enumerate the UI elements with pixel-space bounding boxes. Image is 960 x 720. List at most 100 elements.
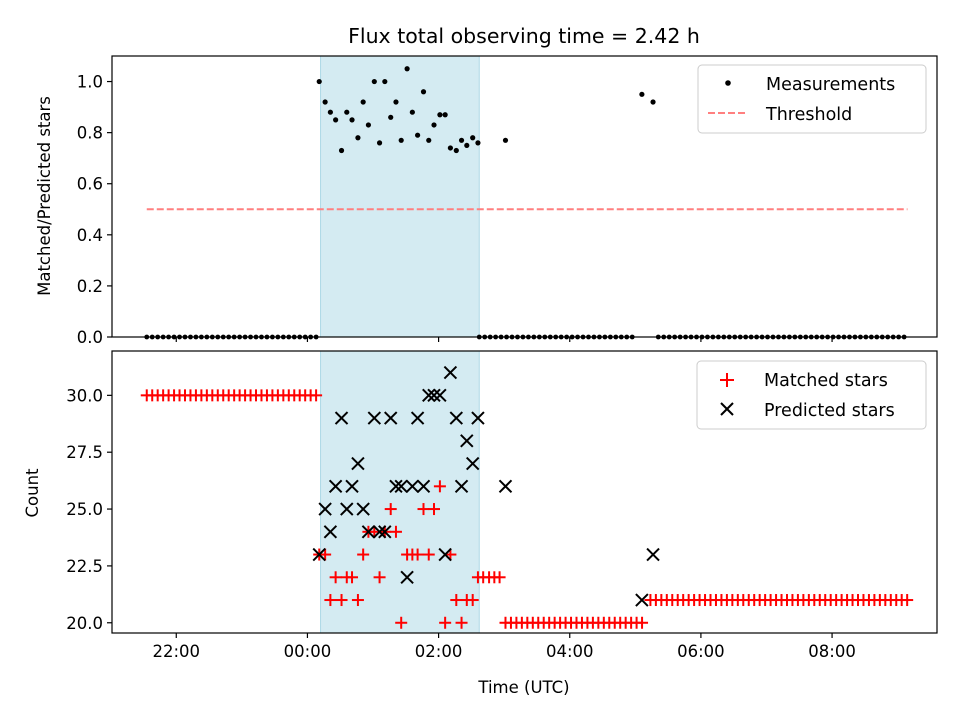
- bottom-x-ticks: 22:00 00:00 02:00 04:00 06:00 08:00: [152, 633, 856, 661]
- predicted-star-marker: [410, 411, 425, 425]
- bottom-xtick-label: 02:00: [415, 642, 463, 661]
- legend-measurements-label: Measurements: [766, 75, 895, 95]
- measurement-point: [360, 99, 366, 105]
- measurement-point: [431, 122, 437, 128]
- top-ytick-label: 0.2: [77, 277, 103, 296]
- predicted-star-marker: [400, 570, 414, 584]
- matched-star-marker: [901, 594, 914, 607]
- bottom-ytick-label: 27.5: [66, 443, 103, 462]
- predicted-star-marker: [498, 479, 513, 494]
- measurement-point: [420, 89, 427, 95]
- matched-star-marker: [357, 548, 370, 561]
- matched-star-marker: [324, 594, 337, 607]
- legend-matched-marker: [720, 373, 734, 387]
- measurement-point: [442, 112, 448, 118]
- bottom-xtick-label: 06:00: [677, 642, 725, 661]
- measurement-point: [382, 78, 388, 85]
- predicted-star-marker: [312, 547, 326, 562]
- measurement-point: [415, 132, 421, 138]
- top-ytick-label: 0.6: [77, 175, 103, 194]
- top-x-ticks: [175, 337, 833, 342]
- legend-threshold-label: Threshold: [765, 105, 852, 125]
- measurement-point: [393, 99, 399, 105]
- measurement-point: [639, 91, 645, 97]
- matched-star-marker: [411, 548, 424, 561]
- bottom-xtick-label: 08:00: [808, 642, 856, 661]
- legend-measurement-marker: [725, 80, 731, 86]
- measurement-point: [365, 122, 372, 128]
- measurement-point: [437, 112, 443, 118]
- matched-star-marker: [455, 616, 468, 629]
- chart-title: Flux total observing time = 2.42 h: [348, 24, 700, 48]
- top-legend: Measurements Threshold: [697, 64, 927, 134]
- measurement-point: [458, 137, 465, 143]
- matched-star-marker: [493, 571, 506, 584]
- predicted-star-marker: [389, 479, 403, 494]
- bottom-y-axis-label: Count: [23, 468, 42, 518]
- predicted-star-marker: [646, 547, 660, 562]
- measurement-point: [333, 117, 339, 123]
- measurement-point: [650, 99, 656, 105]
- matched-star-marker: [636, 616, 649, 629]
- bottom-ytick-label: 25.0: [66, 500, 103, 519]
- bottom-y-ticks: 20.0 22.5 25.0 27.5 30.0: [66, 386, 112, 633]
- measurement-point: [447, 145, 453, 151]
- legend-matched-label: Matched stars: [764, 371, 888, 391]
- predicted-star-marker: [356, 502, 370, 516]
- matched-star-marker: [417, 503, 430, 516]
- top-ytick-label: 0.4: [77, 226, 103, 245]
- measurement-point: [371, 78, 377, 85]
- matched-star-marker: [433, 480, 446, 493]
- matched-star-marker: [335, 594, 348, 607]
- matched-stars-markers: [140, 389, 914, 629]
- measurement-point: [338, 147, 345, 154]
- measurement-point: [398, 137, 404, 143]
- top-y-axis-label: Matched/Predicted stars: [35, 96, 54, 296]
- matched-star-marker: [389, 525, 402, 538]
- predicted-star-marker: [460, 434, 474, 448]
- bottom-xtick-label: 00:00: [284, 642, 332, 661]
- predicted-star-marker: [471, 411, 485, 425]
- predicted-star-marker: [438, 547, 452, 562]
- bottom-legend: Matched stars Predicted stars: [696, 360, 927, 430]
- top-ytick-label: 0.8: [77, 124, 103, 143]
- matched-star-marker: [346, 571, 359, 584]
- matched-star-marker: [466, 594, 479, 607]
- measurement-point: [453, 147, 459, 154]
- predicted-star-marker: [323, 525, 338, 539]
- measurement-point: [404, 66, 410, 72]
- top-ytick-label: 0.0: [77, 328, 103, 347]
- predicted-star-marker: [334, 411, 349, 425]
- measurement-point: [316, 78, 322, 85]
- bottom-ytick-label: 30.0: [66, 386, 103, 405]
- bottom-ytick-label: 20.0: [66, 614, 103, 633]
- predicted-star-marker: [367, 411, 382, 425]
- predicted-star-marker: [394, 479, 408, 494]
- predicted-star-marker: [378, 525, 392, 539]
- measurement-point: [475, 140, 481, 146]
- measurement-point: [502, 137, 509, 143]
- predicted-star-marker: [328, 479, 343, 494]
- matched-star-marker: [319, 548, 332, 561]
- predicted-star-marker: [416, 479, 431, 494]
- matched-star-marker: [373, 571, 386, 584]
- predicted-star-marker: [449, 411, 464, 425]
- top-panel: 0.0 0.2 0.4 0.6 0.8 1.0 Matched/Predicted sta…: [35, 55, 938, 347]
- predicted-star-marker: [345, 479, 359, 494]
- top-ytick-label: 1.0: [77, 73, 103, 92]
- matched-star-marker: [439, 616, 452, 629]
- matched-star-marker: [351, 594, 364, 607]
- measurement-point: [376, 140, 383, 146]
- predicted-stars-markers: [312, 365, 660, 607]
- measurement-point: [426, 137, 432, 143]
- bottom-xtick-label: 22:00: [152, 642, 200, 661]
- predicted-star-marker: [427, 388, 441, 403]
- predicted-star-marker: [465, 456, 480, 471]
- predicted-star-marker: [318, 502, 332, 516]
- predicted-star-marker: [361, 525, 376, 539]
- measurement-point: [388, 114, 394, 120]
- measurement-point: [464, 142, 470, 149]
- predicted-star-marker: [372, 525, 387, 539]
- legend-predicted-marker: [720, 402, 734, 416]
